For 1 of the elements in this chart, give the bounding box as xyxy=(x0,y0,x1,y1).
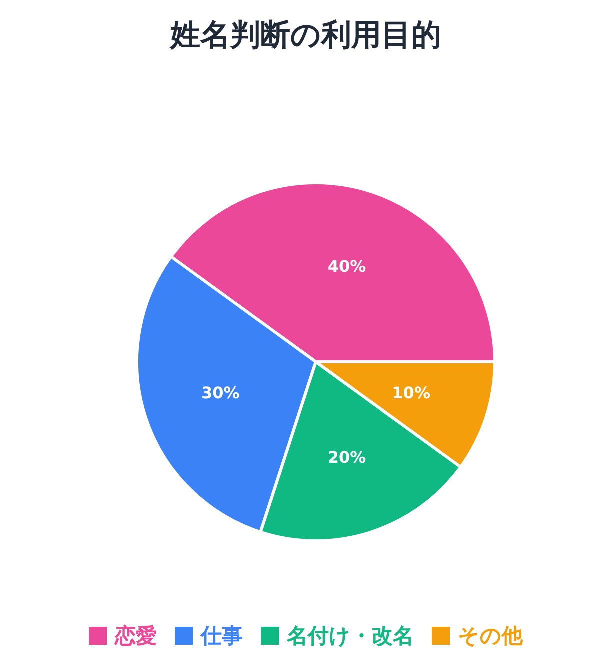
title: 姓名判断の利用目的 xyxy=(170,18,442,53)
